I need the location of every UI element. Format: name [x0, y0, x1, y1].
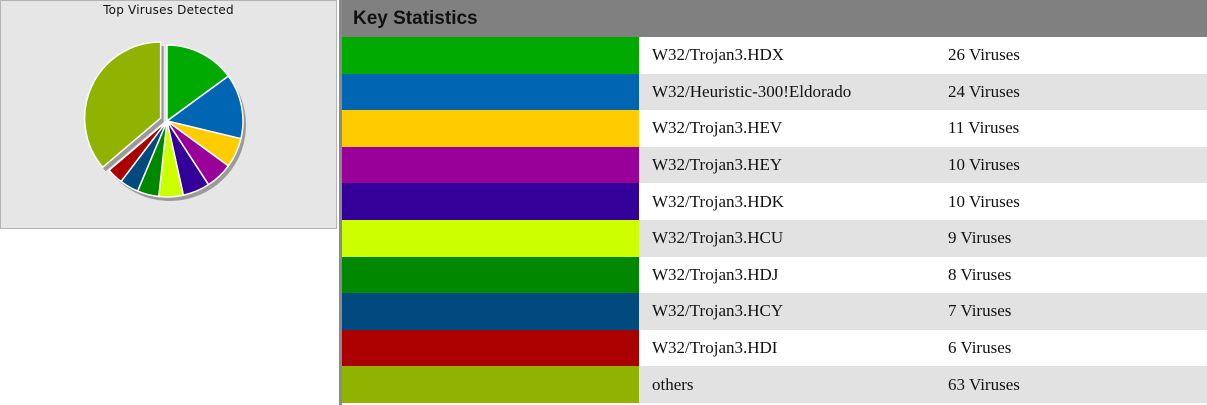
virus-count: 9 Viruses [948, 228, 1012, 248]
table-row: W32/Trojan3.HDK 10 Viruses [342, 183, 1207, 220]
pie-chart-panel: Top Viruses Detected [0, 0, 337, 229]
table-row: W32/Trojan3.HCU 9 Viruses [342, 219, 1207, 257]
virus-count: 11 Viruses [948, 118, 1020, 138]
virus-name: W32/Trojan3.HCY [652, 301, 784, 321]
table-row: W32/Trojan3.HEY 10 Viruses [342, 146, 1207, 184]
table-row: W32/Trojan3.HEV 11 Viruses [342, 110, 1207, 147]
virus-name: W32/Trojan3.HEV [652, 118, 783, 138]
virus-count: 8 Viruses [948, 264, 1012, 284]
legend-swatch [342, 73, 639, 111]
virus-count: 10 Viruses [948, 155, 1020, 175]
table-row: W32/Trojan3.HDI 6 Viruses [342, 329, 1207, 367]
virus-name: others [652, 374, 694, 394]
key-statistics-header: Key Statistics [342, 0, 1207, 37]
legend-swatch [342, 256, 639, 294]
virus-name: W32/Trojan3.HDI [652, 338, 778, 358]
table-row: W32/Heuristic-300!Eldorado 24 Viruses [342, 73, 1207, 111]
virus-count: 7 Viruses [948, 301, 1012, 321]
legend-swatch [342, 219, 639, 257]
legend-swatch [342, 110, 639, 147]
pie-slice [166, 44, 230, 122]
virus-name: W32/Trojan3.HDJ [652, 264, 779, 284]
statistics-table: W32/Trojan3.HDX 26 Viruses W32/Heuristic-3… [342, 37, 1207, 403]
legend-swatch [342, 37, 639, 74]
pie-slice [166, 75, 244, 140]
virus-name: W32/Trojan3.HDK [652, 191, 785, 211]
virus-count: 10 Viruses [948, 191, 1020, 211]
pie-chart [83, 41, 247, 201]
table-row: others 63 Viruses [342, 366, 1207, 403]
virus-count: 6 Viruses [948, 338, 1012, 358]
legend-swatch [342, 329, 639, 367]
virus-count: 24 Viruses [948, 81, 1020, 101]
legend-swatch [342, 183, 639, 220]
legend-swatch [342, 146, 639, 184]
pie-slice [108, 120, 168, 183]
table-row: W32/Trojan3.HDX 26 Viruses [342, 37, 1207, 74]
virus-name: W32/Trojan3.HEY [652, 155, 783, 175]
chart-title: Top Viruses Detected [103, 3, 234, 17]
virus-name: W32/Heuristic-300!Eldorado [652, 81, 852, 101]
virus-count: 26 Viruses [948, 45, 1020, 65]
virus-name: W32/Trojan3.HDX [652, 45, 785, 65]
legend-swatch [342, 293, 639, 330]
table-row: W32/Trojan3.HCY 7 Viruses [342, 293, 1207, 330]
key-statistics-panel: Key Statistics W32/Trojan3.HDX 26 Viruses… [339, 0, 1207, 405]
legend-swatch [342, 366, 639, 403]
table-row: W32/Trojan3.HDJ 8 Viruses [342, 256, 1207, 294]
virus-name: W32/Trojan3.HCU [652, 228, 784, 248]
virus-count: 63 Viruses [948, 374, 1020, 394]
pie-slice [83, 41, 162, 169]
